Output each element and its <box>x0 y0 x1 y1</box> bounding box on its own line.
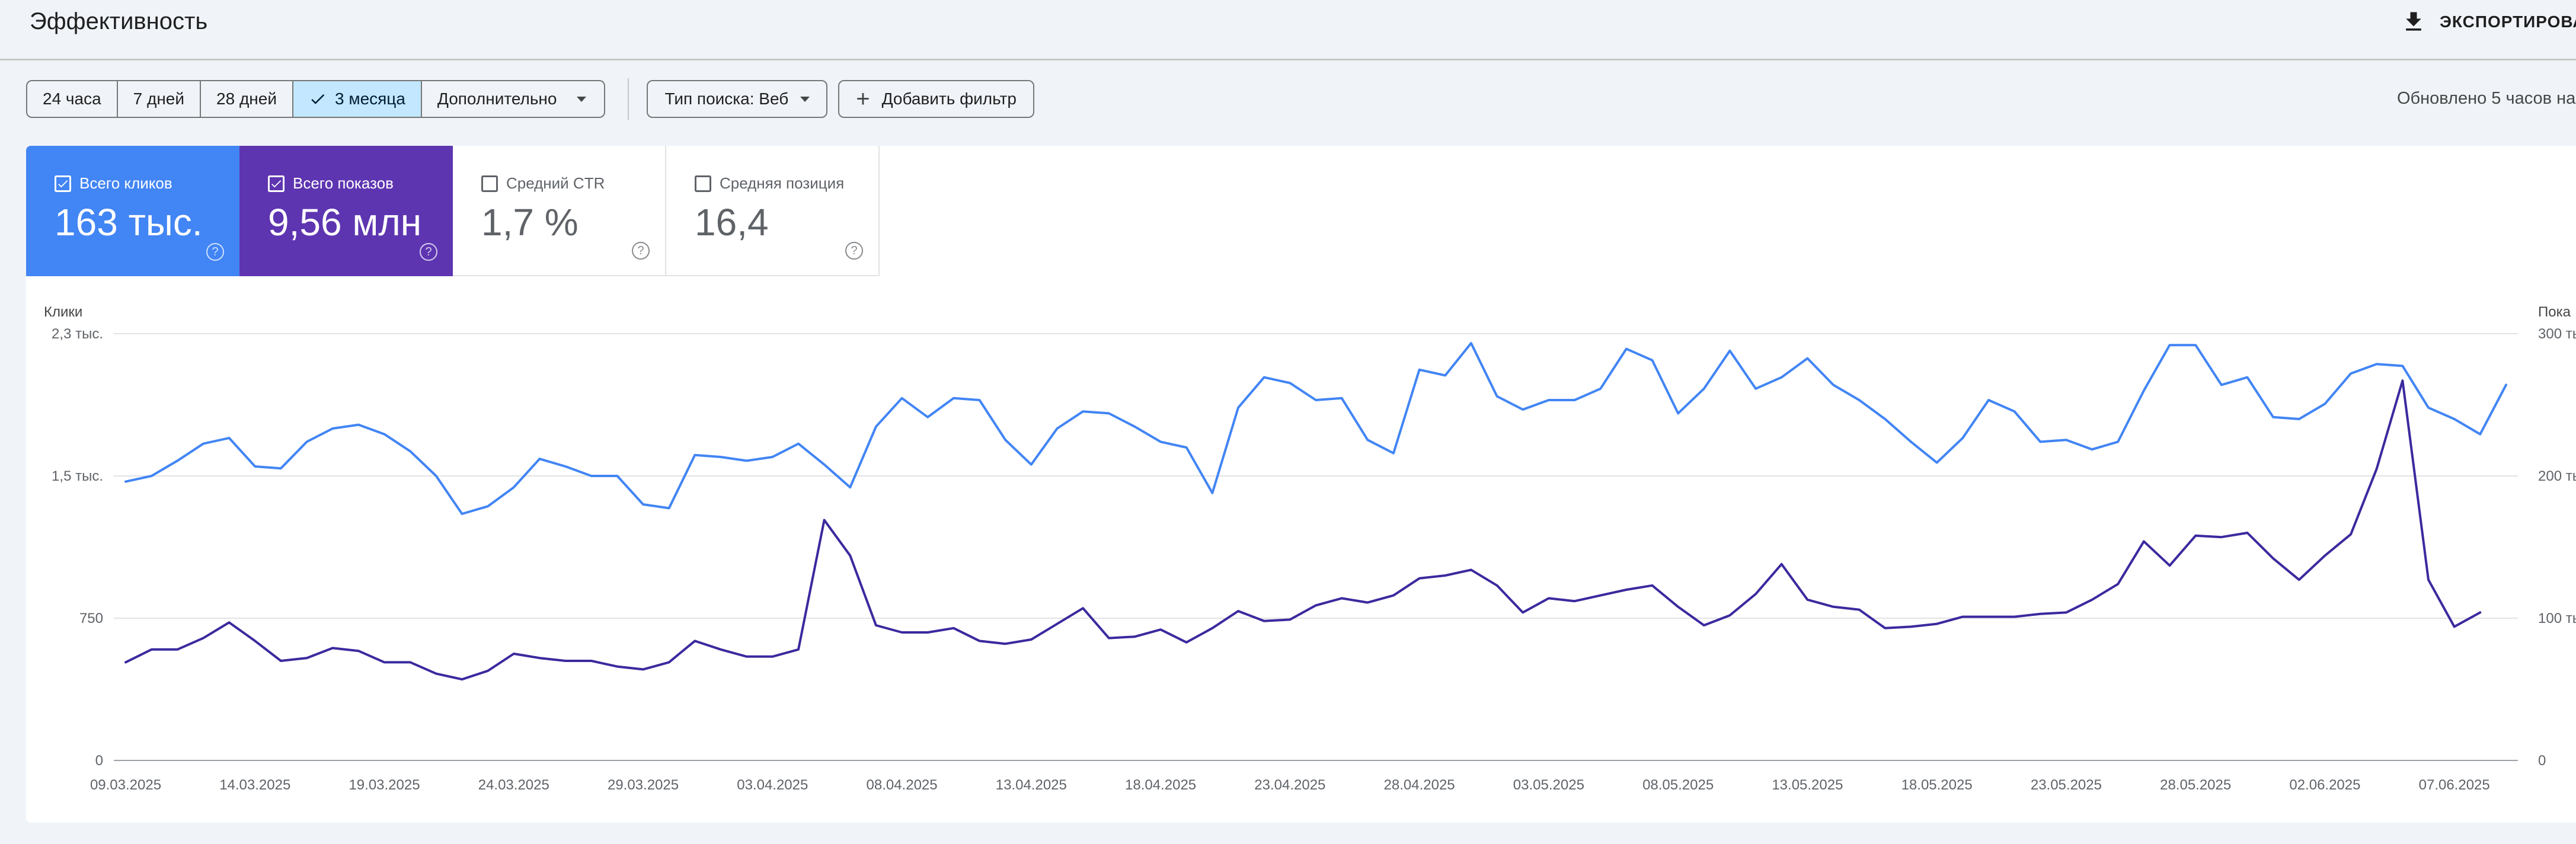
clicks-series-line <box>124 342 2507 515</box>
page-title: Эффективность <box>30 8 208 34</box>
help-icon[interactable]: ? <box>632 242 650 260</box>
y-left-tick-label: 0 <box>95 753 103 769</box>
y-left-axis-title: Клики <box>44 304 82 320</box>
x-tick-label: 18.05.2025 <box>1901 777 1973 793</box>
y-right-tick-label: 0 <box>2538 753 2546 769</box>
y-right-tick-label: 300 ты <box>2538 326 2576 342</box>
help-icon[interactable]: ? <box>206 243 224 261</box>
x-tick-label: 13.04.2025 <box>996 777 1067 793</box>
updated-status: Обновлено 5 часов на <box>2397 89 2576 108</box>
x-tick-label: 29.03.2025 <box>608 777 679 793</box>
x-tick-label: 03.04.2025 <box>737 777 808 793</box>
x-tick-label: 02.06.2025 <box>2289 777 2360 793</box>
x-tick-label: 23.04.2025 <box>1254 777 1325 793</box>
range-7d-button[interactable]: 7 дней <box>118 81 202 117</box>
check-icon <box>311 94 325 104</box>
x-tick-label: 23.05.2025 <box>2031 777 2102 793</box>
range-24h-button[interactable]: 24 часа <box>27 81 118 117</box>
filter-toolbar: 24 часа 7 дней 28 дней 3 месяца Дополнит… <box>26 78 1034 120</box>
download-icon <box>2406 12 2421 31</box>
plus-icon: + <box>856 86 870 112</box>
metric-ctr-value: 1,7 % <box>481 201 579 244</box>
x-tick-label: 28.05.2025 <box>2160 777 2231 793</box>
x-tick-label: 13.05.2025 <box>1772 777 1843 793</box>
checkbox-checked-icon[interactable] <box>55 175 71 192</box>
range-28d-button[interactable]: 28 дней <box>201 81 293 117</box>
x-tick-label: 19.03.2025 <box>349 777 420 793</box>
header: Эффективность ЭКСПОРТИРОВА <box>0 0 2576 60</box>
metric-impressions-label: Всего показов <box>293 174 394 192</box>
y-right-axis-title: Пока <box>2538 304 2571 320</box>
x-tick-label: 03.05.2025 <box>1513 777 1584 793</box>
checkbox-unchecked-icon[interactable] <box>695 175 711 192</box>
y-left-tick-label: 1,5 тыс. <box>52 468 103 484</box>
export-label: ЭКСПОРТИРОВА <box>2440 12 2576 31</box>
checkbox-unchecked-icon[interactable] <box>481 175 498 192</box>
y-right-tick-label: 200 ты <box>2538 468 2576 484</box>
search-type-filter[interactable]: Тип поиска: Веб <box>647 80 828 118</box>
help-icon[interactable]: ? <box>845 242 863 260</box>
caret-down-icon <box>800 96 810 102</box>
x-tick-label: 24.03.2025 <box>478 777 549 793</box>
x-tick-label: 09.03.2025 <box>90 777 161 793</box>
metric-clicks-label: Всего кликов <box>79 174 172 192</box>
metric-position-label: Средняя позиция <box>720 174 845 192</box>
metric-ctr[interactable]: Средний CTR 1,7 % ? <box>453 146 666 276</box>
metric-cards: Всего кликов 163 тыс. ? Всего показов 9,… <box>26 146 880 276</box>
x-tick-label: 14.03.2025 <box>219 777 290 793</box>
export-button[interactable]: ЭКСПОРТИРОВА <box>2401 7 2576 37</box>
more-ranges-label: Дополнительно <box>437 89 557 108</box>
add-filter-label: Добавить фильтр <box>881 89 1017 108</box>
metric-impressions-value: 9,56 млн <box>268 201 422 244</box>
performance-card: 0 0 750 100 ты 1,5 тыс. 200 ты 2,3 тыс. 300 ты К… <box>26 146 2576 823</box>
x-tick-label: 08.04.2025 <box>867 777 938 793</box>
checkbox-checked-icon[interactable] <box>268 175 285 192</box>
more-ranges-dropdown[interactable]: Дополнительно <box>422 81 605 117</box>
x-tick-label: 28.04.2025 <box>1384 777 1455 793</box>
y-left-tick-label: 2,3 тыс. <box>52 326 103 342</box>
range-3m-button[interactable]: 3 месяца <box>293 81 422 117</box>
y-left-tick-label: 750 <box>79 610 103 626</box>
metric-clicks[interactable]: Всего кликов 163 тыс. ? <box>26 146 239 276</box>
caret-down-icon <box>577 96 587 102</box>
impressions-series-line <box>124 379 2482 681</box>
y-right-tick-label: 100 ты <box>2538 610 2576 626</box>
metric-ctr-label: Средний CTR <box>506 174 605 192</box>
x-tick-label: 18.04.2025 <box>1125 777 1196 793</box>
performance-chart: 0 0 750 100 ты 1,5 тыс. 200 ты 2,3 тыс. 300 ты К… <box>44 304 2576 793</box>
metric-clicks-value: 163 тыс. <box>55 201 203 244</box>
help-icon[interactable]: ? <box>420 243 437 261</box>
metric-impressions[interactable]: Всего показов 9,56 млн ? <box>239 146 453 276</box>
range-3m-label: 3 месяца <box>334 89 405 108</box>
add-filter-button[interactable]: + Добавить фильтр <box>838 80 1034 118</box>
x-tick-label: 08.05.2025 <box>1642 777 1714 793</box>
toolbar-divider <box>628 78 629 120</box>
x-tick-label: 07.06.2025 <box>2419 777 2490 793</box>
metric-position-value: 16,4 <box>695 201 769 244</box>
search-type-label: Тип поиска: Веб <box>664 89 789 108</box>
metric-position[interactable]: Средняя позиция 16,4 ? <box>666 146 880 276</box>
date-range-selector: 24 часа 7 дней 28 дней 3 месяца Дополнит… <box>26 80 606 118</box>
